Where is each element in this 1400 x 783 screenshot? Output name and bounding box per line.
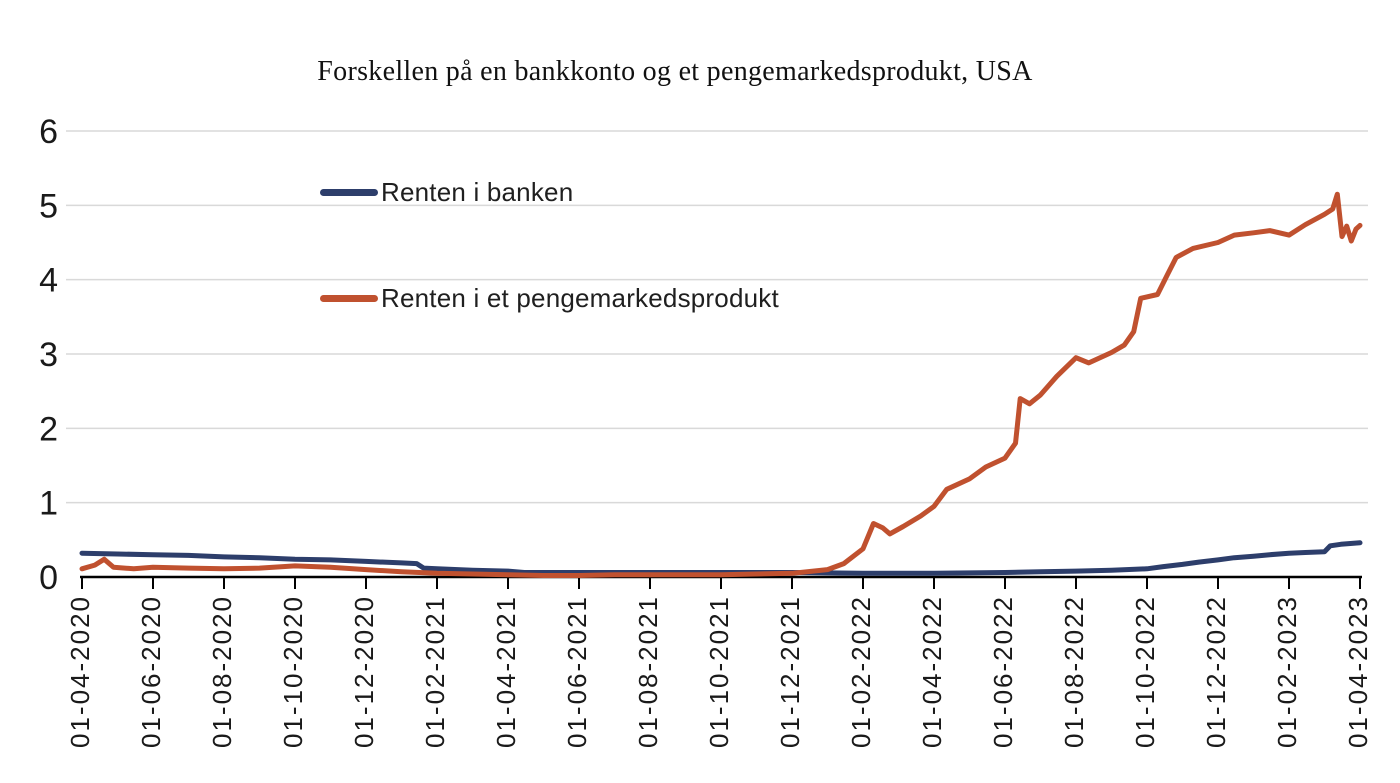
x-tick-label: 01-12-2021 <box>775 595 805 748</box>
x-tick-label: 01-10-2020 <box>278 595 308 748</box>
x-tick-label: 01-08-2022 <box>1059 595 1089 748</box>
x-tick-label: 01-12-2020 <box>349 595 379 748</box>
legend-item-moneymarket: Renten i et pengemarkedsprodukt <box>320 282 840 314</box>
series-line-renten-i-banken <box>79 540 1363 576</box>
series-line-renten-i-et-pengemarkedsprodukt <box>79 191 1363 578</box>
y-tick-label: 3 <box>39 336 58 374</box>
x-tick-label: 01-06-2020 <box>136 595 166 748</box>
x-tick-label: 01-02-2021 <box>420 595 450 748</box>
x-tick-label: 01-08-2020 <box>207 595 237 748</box>
chart-title: Forskellen på en bankkonto og et pengema… <box>317 56 1033 87</box>
x-tick-label: 01-02-2023 <box>1272 595 1302 748</box>
x-tick-label: 01-10-2021 <box>704 595 734 748</box>
moneymarket-line-swatch-icon <box>320 294 378 302</box>
legend-label-moneymarket: Renten i et pengemarkedsprodukt <box>381 282 779 313</box>
x-tick-label: 01-02-2022 <box>846 595 876 748</box>
legend: Renten i banken Renten i et pengemarkeds… <box>320 176 840 314</box>
x-tick-label: 01-04-2023 <box>1343 595 1373 748</box>
x-tick-label: 01-06-2021 <box>562 595 592 748</box>
y-tick-label: 1 <box>39 485 58 523</box>
legend-label-bank: Renten i banken <box>381 176 574 207</box>
y-tick-label: 4 <box>39 262 58 300</box>
x-tick-label: 01-04-2021 <box>491 595 521 748</box>
x-tick-label: 01-04-2020 <box>65 595 95 748</box>
y-tick-label: 6 <box>39 113 58 151</box>
y-tick-label: 2 <box>39 410 58 448</box>
legend-item-bank: Renten i banken <box>320 176 840 208</box>
x-tick-label: 01-06-2022 <box>988 595 1018 748</box>
y-tick-label: 5 <box>39 187 58 225</box>
x-tick-label: 01-04-2022 <box>917 595 947 748</box>
bank-line-swatch-icon <box>320 188 378 196</box>
x-tick-label: 01-08-2021 <box>633 595 663 748</box>
x-tick-label: 01-12-2022 <box>1201 595 1231 748</box>
y-tick-label: 0 <box>39 559 58 597</box>
x-tick-label: 01-10-2022 <box>1130 595 1160 748</box>
